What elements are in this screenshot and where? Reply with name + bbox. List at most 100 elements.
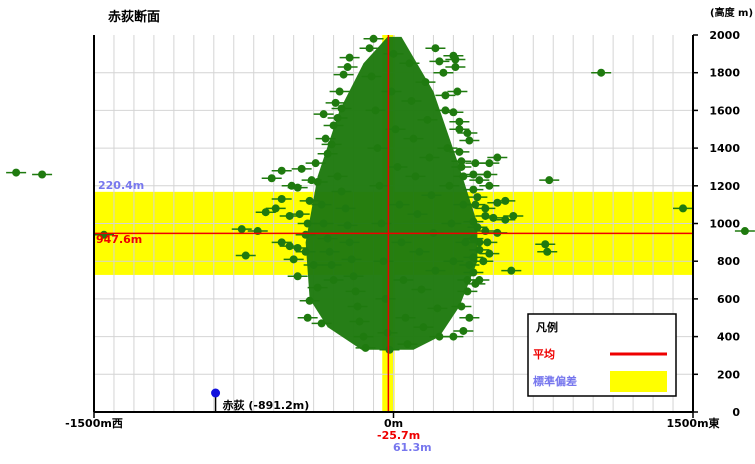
point-marker [285,211,294,220]
point-marker [345,53,354,62]
point-marker [473,193,482,202]
point-marker [501,196,510,205]
data-point [337,63,358,72]
point-marker [241,251,250,260]
mean-height-label: 947.6m [96,233,142,246]
data-point [363,34,384,43]
point-marker [321,134,330,143]
point-marker [277,238,286,247]
point-marker [449,332,458,341]
point-marker [507,266,516,275]
point-marker [501,215,510,224]
data-point [359,44,380,53]
data-point [463,185,484,194]
point-marker [237,225,246,234]
data-point [539,176,560,185]
height-std-label: 220.4m [98,179,144,192]
point-marker [465,136,474,145]
data-point [313,110,334,119]
point-marker [331,98,340,107]
y-tick-label: 400 [717,331,740,344]
data-point [591,68,612,77]
data-point [734,227,755,236]
data-point [235,251,256,260]
point-marker [435,57,444,66]
x-std-label: 61.3m [393,441,432,454]
point-marker [493,198,502,207]
point-marker [457,157,466,166]
point-marker [451,63,460,72]
data-point [479,249,500,258]
y-tick-label: 200 [717,368,740,381]
point-marker [481,204,490,213]
point-marker [335,87,344,96]
point-marker [267,174,276,183]
y-tick-label: 1000 [709,218,740,231]
point-marker [289,255,298,264]
data-point [445,63,466,72]
data-point [271,194,292,203]
point-marker [459,326,468,335]
point-marker [303,313,312,322]
data-point [457,129,478,138]
data-point [333,70,354,79]
data-point [495,196,516,205]
y-tick-label: 2000 [709,29,740,42]
point-marker [271,204,280,213]
data-point [503,211,524,220]
points-layer [6,34,755,354]
point-marker [317,319,326,328]
point-marker [543,247,552,256]
mean-x-label: -25.7m [377,429,420,442]
point-marker [475,276,484,285]
point-marker [277,166,286,175]
point-marker [679,204,688,213]
point-marker [489,213,498,222]
point-marker [483,238,492,247]
point-cloud-dense [305,36,478,350]
data-point [291,164,312,173]
data-point [287,183,308,192]
point-marker [455,117,464,126]
point-marker [431,44,440,53]
data-point [449,117,470,126]
station-marker [211,388,221,398]
data-point [339,53,360,62]
point-marker [369,34,378,43]
point-marker [740,227,749,236]
point-marker [319,110,328,119]
legend-title: 凡例 [536,320,558,334]
data-point [487,153,508,162]
data-point [469,176,490,185]
point-marker [509,211,518,220]
data-point [469,276,490,285]
point-marker [293,183,302,192]
point-marker [305,196,314,205]
y-tick-label: 800 [717,255,740,268]
point-marker [441,91,450,100]
point-marker [597,68,606,77]
point-marker [471,159,480,168]
point-marker [469,185,478,194]
point-marker [465,313,474,322]
axes-layer: 0 200 400 600 800 1000 1200 1400 1600 1800 2000 -15… [65,29,740,430]
point-marker [545,176,554,185]
point-marker [38,170,47,179]
data-point [255,208,276,217]
x-tick-label: 0m [384,417,403,430]
point-marker [485,181,494,190]
mean-layer [94,35,693,412]
point-marker [339,70,348,79]
point-marker [471,200,480,209]
point-marker [343,63,352,72]
y-tick-label: 1800 [709,67,740,80]
point-marker [311,159,320,168]
point-marker [455,147,464,156]
point-marker [365,44,374,53]
data-point [329,87,350,96]
point-marker [483,170,492,179]
data-point [425,44,446,53]
chart-title: 赤荻断面 [108,9,160,25]
point-marker [285,242,294,251]
data-point [475,204,496,213]
